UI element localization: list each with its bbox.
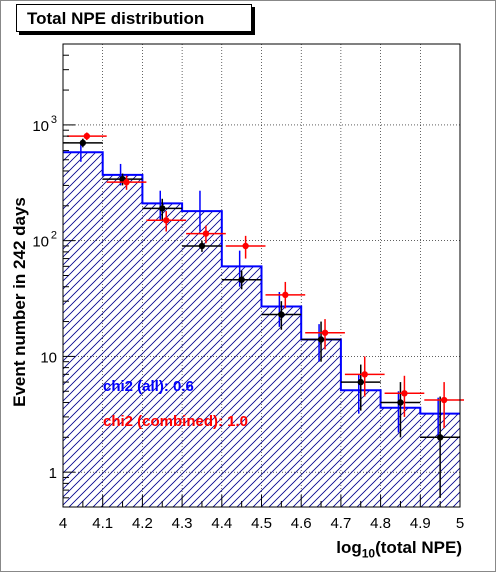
red-data-point <box>202 230 210 237</box>
red-data-point <box>242 242 249 250</box>
x-tick-label: 4.7 <box>330 515 351 532</box>
x-axis-label-prefix: log <box>336 538 362 557</box>
x-axis-label-suffix: (total NPE) <box>375 538 462 557</box>
red-data-point <box>163 217 170 224</box>
black-data-point <box>357 378 364 386</box>
chi2-all-annotation: chi2 (all): 0.6 <box>103 378 194 395</box>
red-data-point <box>361 371 368 378</box>
black-data-point <box>436 434 444 441</box>
x-tick-label: 4.1 <box>92 515 113 532</box>
chi2-combined-annotation: chi2 (combined): 1.0 <box>103 413 249 430</box>
red-data-point <box>282 291 289 299</box>
x-tick-label: 4.6 <box>291 515 312 532</box>
red-data-point <box>401 390 408 397</box>
red-data-point <box>83 132 91 140</box>
black-data-point <box>198 242 206 250</box>
red-data-point <box>123 178 130 186</box>
black-data-point <box>159 205 166 212</box>
y-tick-label: 1 <box>49 465 57 482</box>
black-data-point <box>397 399 404 406</box>
y-tick-exponent: 2 <box>51 230 57 242</box>
y-tick-label: 10 <box>40 349 57 366</box>
x-tick-label: 5 <box>456 515 464 532</box>
black-data-point <box>238 276 245 283</box>
y-tick-label: 10 <box>32 234 49 251</box>
y-tick-label: 10 <box>32 118 49 135</box>
x-tick-label: 4 <box>59 515 67 532</box>
red-data-point <box>440 396 448 404</box>
x-tick-label: 4.8 <box>370 515 391 532</box>
black-data-point <box>278 311 285 318</box>
y-axis-label: Event number in 242 days <box>10 197 29 407</box>
x-tick-label: 4.9 <box>410 515 431 532</box>
black-data-point <box>317 336 325 343</box>
black-data-point <box>79 139 87 147</box>
x-tick-label: 4.5 <box>251 515 272 532</box>
x-tick-label: 4.2 <box>132 515 153 532</box>
x-tick-label: 4.3 <box>172 515 193 532</box>
x-axis-label: log10(total NPE) <box>336 538 462 560</box>
red-data-point <box>321 329 329 336</box>
hatched-histogram <box>62 151 461 508</box>
x-axis-label-subscript: 10 <box>361 546 376 561</box>
x-tick-label: 4.4 <box>211 515 232 532</box>
y-tick-exponent: 3 <box>51 114 57 126</box>
chart-title: Total NPE distribution <box>16 4 252 32</box>
